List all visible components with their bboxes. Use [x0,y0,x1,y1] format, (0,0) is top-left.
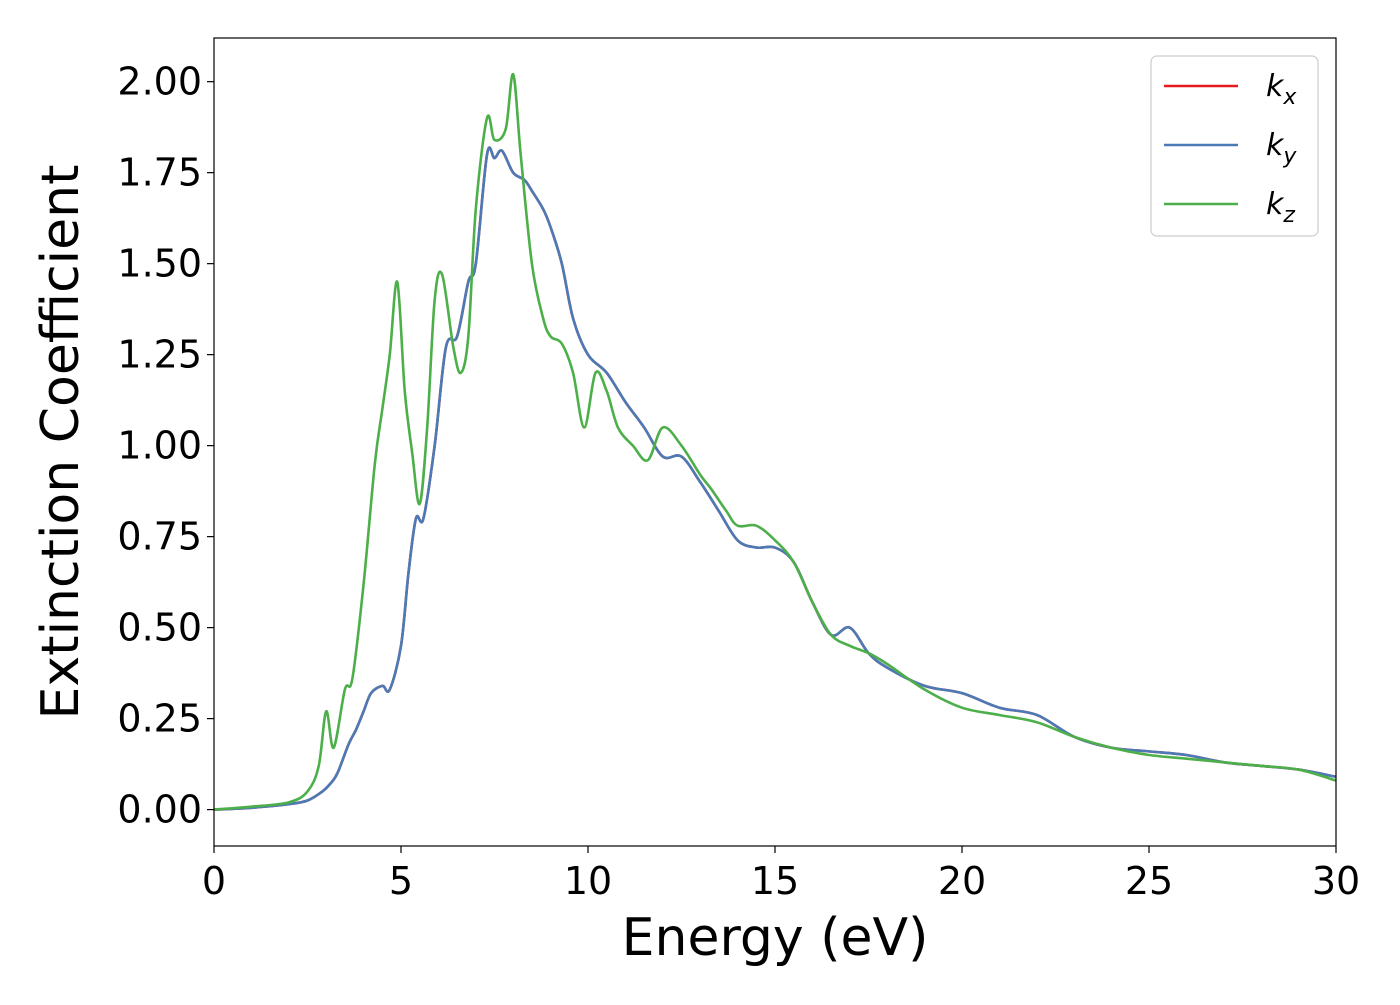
y-tick-label: 1.00 [117,424,202,468]
y-tick-label: 1.50 [117,242,202,286]
legend-label-z: kz [1266,187,1295,228]
x-axis: 0 5 10 15 20 25 30 [202,846,1360,903]
y-tick-label: 0.00 [117,788,202,832]
y-axis-label: Extinction Coefficient [31,165,91,720]
x-axis-label: Energy (eV) [622,908,929,968]
series-layer [214,73,1336,811]
legend: kx ky kz [1150,55,1319,237]
legend-label-y: ky [1266,128,1297,169]
x-tick-label: 15 [751,859,799,903]
y-tick-label: 0.25 [117,697,202,741]
x-tick-label: 5 [389,859,413,903]
x-tick-label: 20 [938,859,986,903]
y-tick-label: 2.00 [117,60,202,104]
y-tick-label: 0.75 [117,515,202,559]
legend-label-x: kx [1266,69,1297,110]
x-tick-label: 25 [1125,859,1173,903]
series-line-y [214,146,1336,811]
y-tick-label: 0.50 [117,606,202,650]
x-tick-label: 0 [202,859,226,903]
series-line-z [214,73,1336,811]
x-tick-label: 10 [564,859,612,903]
x-tick-label: 30 [1312,859,1360,903]
y-axis: 0.00 0.25 0.50 0.75 1.00 1.25 1.50 1.75 2.00 [117,60,214,832]
y-tick-label: 1.25 [117,333,202,377]
y-tick-label: 1.75 [117,151,202,195]
